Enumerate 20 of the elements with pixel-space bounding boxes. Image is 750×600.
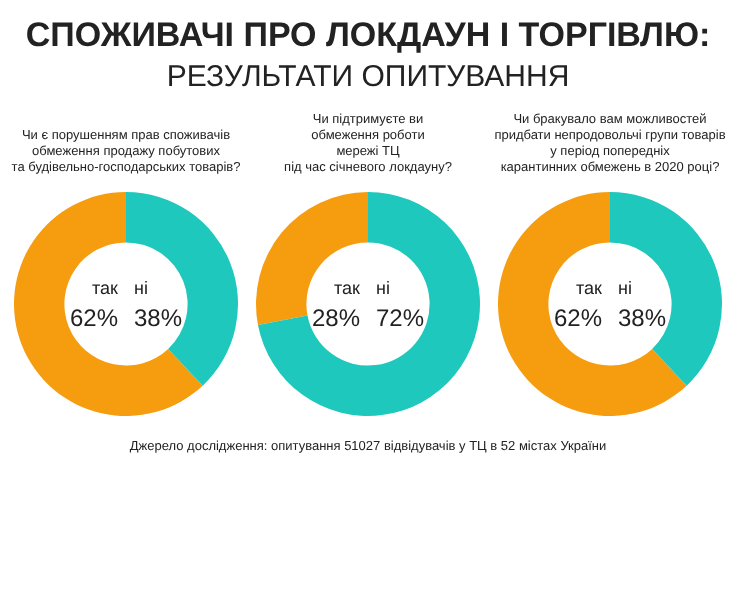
data-label: 28%	[311, 304, 361, 332]
slice-label: так	[92, 278, 119, 298]
slice-label: так	[576, 278, 603, 298]
donut-slice	[14, 192, 203, 416]
slice-label: ні	[134, 278, 148, 298]
data-label: 38%	[618, 304, 667, 332]
slice-label: так	[334, 278, 361, 298]
text: РЕЗУЛЬТАТИ ОПИТУВАННЯ	[166, 60, 570, 94]
slice-label: ні	[376, 278, 390, 298]
data-label: 62%	[69, 304, 119, 332]
donut-slice	[498, 192, 687, 416]
donut-slice	[257, 192, 480, 416]
donut-slice	[610, 192, 722, 386]
data-label: 38%	[134, 304, 183, 332]
donut-slice	[126, 192, 238, 386]
donut-slice	[256, 192, 368, 325]
text: СПОЖИВАЧІ ПРО ЛОКДАУН І ТОРГІВЛЮ:	[25, 16, 711, 54]
slice-label: ні	[618, 278, 632, 298]
data-label: 72%	[376, 304, 425, 332]
data-label: 62%	[553, 304, 603, 332]
